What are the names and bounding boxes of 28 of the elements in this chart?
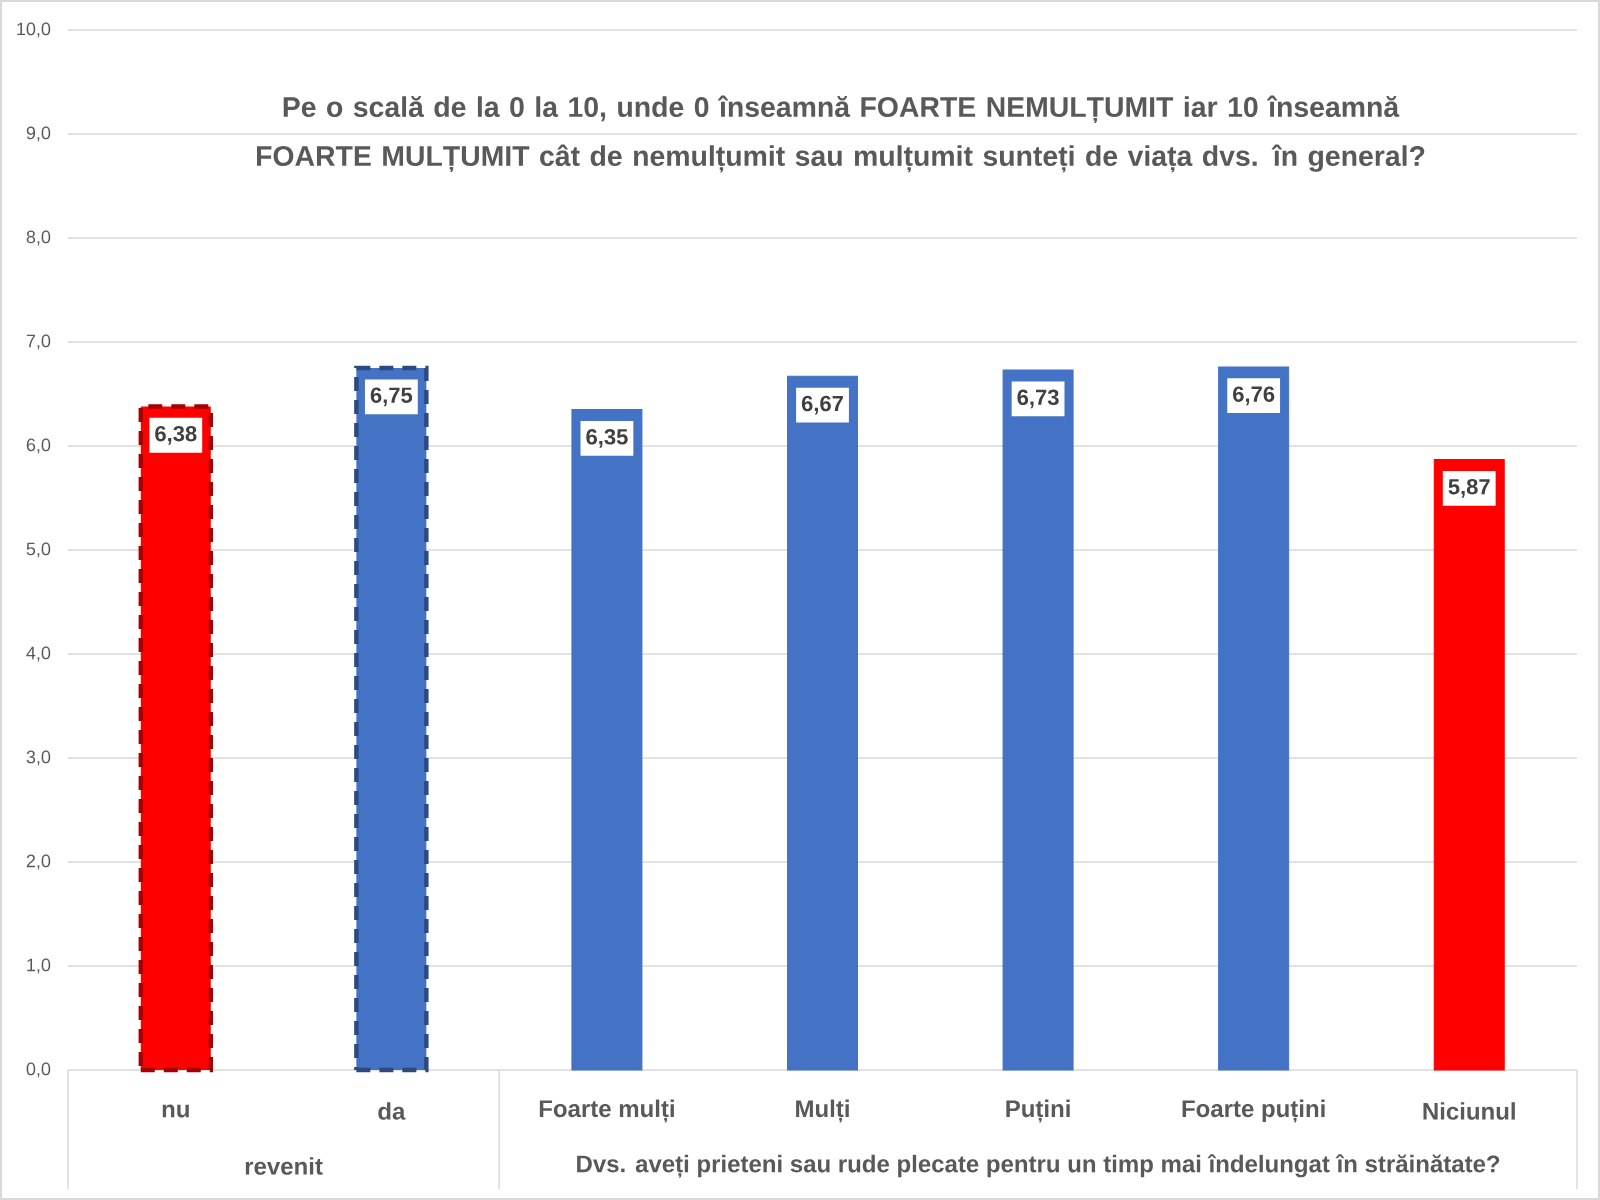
text: revenit [245, 1157, 323, 1175]
x-tick-label: Foarte mulți [539, 1099, 674, 1123]
y-tick-label: 1,0 [27, 958, 51, 974]
data-label: 6,75 [370, 387, 413, 407]
data-label: 6,35 [586, 429, 628, 448]
y-tick-label: 8,0 [26, 230, 51, 246]
y-tick-label: 6,0 [26, 438, 51, 454]
data-label: 6,73 [1017, 389, 1059, 409]
x-tick-label: da [378, 1102, 406, 1120]
x-tick-label: Niciunul [1423, 1102, 1515, 1120]
text: Pe o scală de la 0 la 10, unde 0 înseamnă FOARTE NEMULȚUMIT iar 10 înseamnă FOARTE MULȚUMIT cât de nemulțumit sau mulțumit sunteți de viața dvs. în general? [257, 95, 1425, 173]
y-tick-label: 9,0 [26, 126, 51, 142]
x-tick-label: Foarte puțini [1182, 1099, 1325, 1123]
y-tick-label: 5,0 [26, 542, 51, 558]
data-label: 6,67 [801, 395, 843, 415]
text: Dvs. aveți prieteni sau rude plecate pentru un timp mai îndelungat în străinătate? [577, 1154, 1500, 1178]
data-label: 5,87 [1448, 478, 1490, 498]
x-tick-label: nu [162, 1104, 189, 1118]
y-tick-label: 10,0 [17, 22, 51, 38]
x-tick-label: Mulți [796, 1099, 849, 1123]
y-tick-label: 7,0 [26, 334, 51, 350]
y-tick-label: 2,0 [26, 854, 51, 870]
y-tick-label: 0,0 [26, 1062, 51, 1078]
x-tick-label: Puțini [1006, 1099, 1070, 1123]
data-label: 6,38 [155, 425, 197, 445]
y-tick-label: 3,0 [26, 750, 51, 766]
data-label: 6,76 [1233, 386, 1275, 406]
y-tick-label: 4,0 [26, 646, 51, 662]
